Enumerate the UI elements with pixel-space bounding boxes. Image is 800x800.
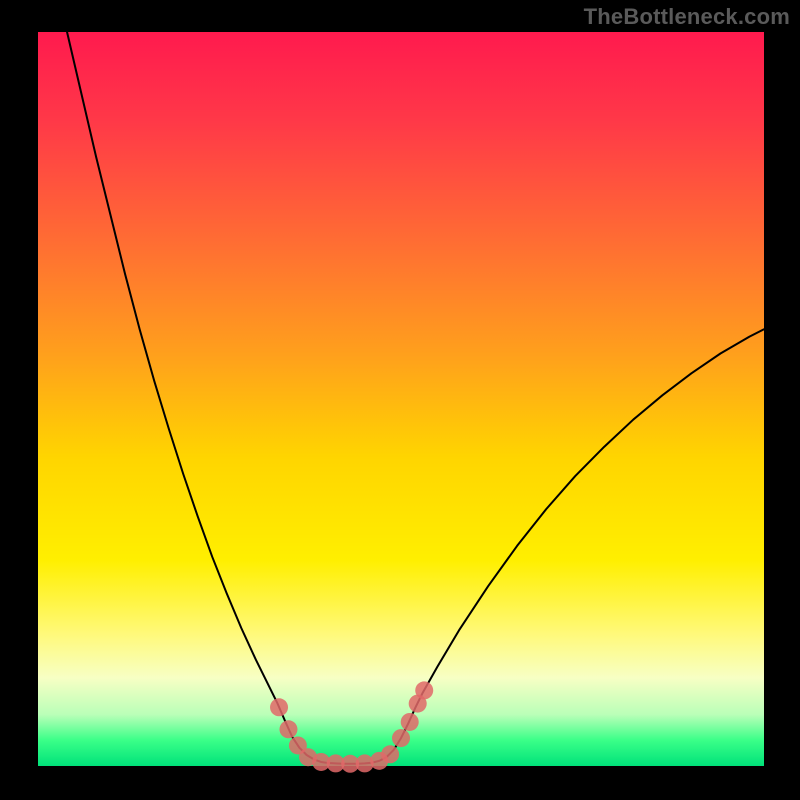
marker-point [415,681,433,699]
bottleneck-chart [0,0,800,800]
marker-point [392,729,410,747]
marker-point [381,745,399,763]
chart-container: TheBottleneck.com [0,0,800,800]
watermark-label: TheBottleneck.com [584,4,790,30]
marker-point [270,698,288,716]
plot-background [38,32,764,766]
marker-point [279,720,297,738]
marker-point [401,713,419,731]
